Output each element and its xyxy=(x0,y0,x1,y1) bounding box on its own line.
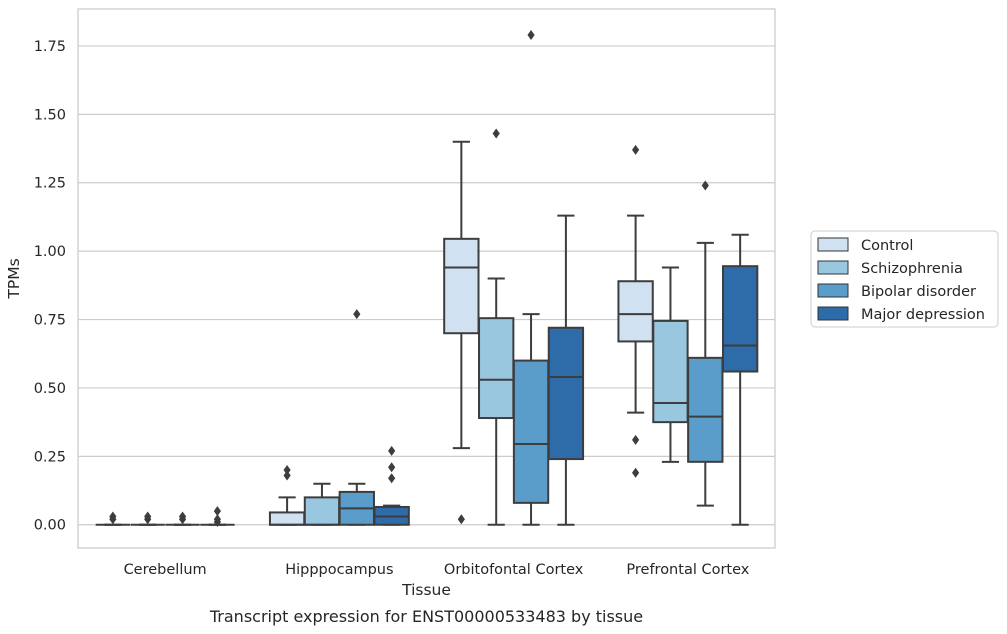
outlier-point xyxy=(701,180,709,191)
box-group xyxy=(130,511,165,526)
y-tick-label: 0.00 xyxy=(34,518,66,534)
box-group xyxy=(443,140,480,525)
box-group xyxy=(373,445,410,526)
iqr-box xyxy=(617,280,654,343)
iqr-box xyxy=(547,326,585,461)
box-group xyxy=(652,266,689,463)
legend-entry-label: Major depression xyxy=(861,307,985,323)
outlier-point xyxy=(178,511,187,522)
y-tick-label: 0.50 xyxy=(34,381,66,397)
y-tick-label: 0.25 xyxy=(34,449,66,465)
iqr-box xyxy=(443,237,480,335)
outlier-point xyxy=(109,511,117,522)
legend-swatch xyxy=(817,237,849,252)
y-tick-label: 1.00 xyxy=(34,244,66,260)
legend-entry-label: Bipolar disorder xyxy=(861,284,976,300)
box-group xyxy=(721,233,759,526)
outlier-point xyxy=(632,467,640,478)
outlier-point xyxy=(353,309,361,320)
legend-swatch xyxy=(817,283,849,298)
legend-swatch xyxy=(817,306,849,321)
box-group xyxy=(547,214,585,526)
legend-entry-label: Schizophrenia xyxy=(861,261,963,277)
box-group xyxy=(338,309,375,526)
y-tick-labels: 0.00 0.25 0.50 0.75 1.00 1.25 1.50 1.75 xyxy=(34,39,66,534)
box-group xyxy=(95,511,131,526)
outlier-point xyxy=(632,144,640,155)
y-tick-label: 1.75 xyxy=(34,39,66,55)
outlier-point xyxy=(492,128,500,139)
outlier-point xyxy=(632,434,640,445)
outlier-point xyxy=(457,514,465,525)
x-tick-label: Prefrontal Cortex xyxy=(626,562,749,578)
iqr-box xyxy=(652,319,689,424)
outlier-point xyxy=(388,462,396,473)
grid-lines xyxy=(78,45,775,526)
iqr-box xyxy=(478,317,515,420)
outlier-point xyxy=(388,445,396,456)
y-tick-label: 1.50 xyxy=(34,107,66,123)
plot-frame xyxy=(77,8,776,549)
box-group xyxy=(512,29,550,526)
box-group xyxy=(268,465,306,526)
box-group xyxy=(303,482,341,526)
outlier-point xyxy=(283,470,291,481)
outlier-point xyxy=(527,29,535,40)
y-tick-label: 1.25 xyxy=(34,176,66,192)
outlier-point xyxy=(213,506,221,517)
iqr-box xyxy=(687,356,724,463)
legend-entry-label: Control xyxy=(861,238,913,254)
iqr-box xyxy=(512,359,550,504)
iqr-box xyxy=(303,496,341,526)
outlier-point xyxy=(213,514,221,525)
figure-caption: Transcript expression for ENST0000053348… xyxy=(209,607,643,626)
y-tick-label: 0.75 xyxy=(34,313,66,329)
boxplot-marks xyxy=(95,29,759,528)
box-group xyxy=(687,180,724,507)
x-tick-label: Cerebellum xyxy=(124,562,207,578)
y-axis-label: TPMs xyxy=(5,258,23,299)
x-tick-label: Orbitofontal Cortex xyxy=(444,562,584,578)
outlier-point xyxy=(283,465,291,476)
box-group xyxy=(200,506,235,528)
x-tick-labels: Cerebellum Hipppocampus Orbitofontal Corte… xyxy=(124,562,750,578)
outlier-point xyxy=(144,511,152,522)
box-group xyxy=(478,128,515,526)
x-tick-label: Hipppocampus xyxy=(285,562,393,578)
outlier-point xyxy=(388,473,396,484)
legend: Control Schizophrenia Bipolar disorder Majo… xyxy=(810,230,999,328)
box-group xyxy=(617,144,654,478)
x-axis-label: Tissue xyxy=(401,581,451,599)
iqr-box xyxy=(268,511,306,526)
box-group xyxy=(165,511,200,526)
legend-frame xyxy=(810,230,999,328)
iqr-box xyxy=(721,265,759,373)
legend-swatch xyxy=(817,260,849,275)
